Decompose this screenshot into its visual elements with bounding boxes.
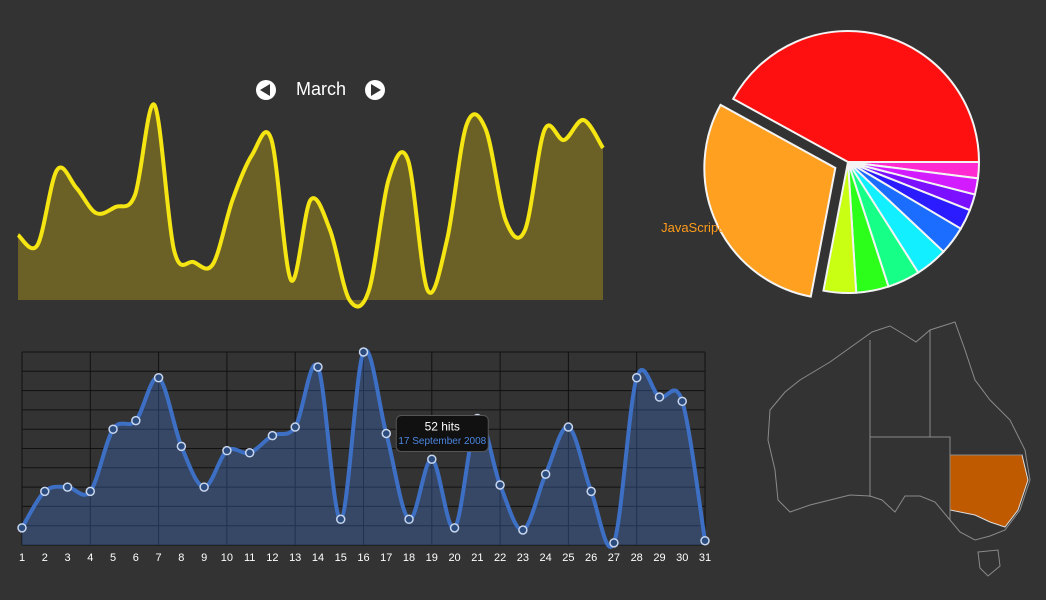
- point: [631, 372, 642, 383]
- point: [586, 486, 596, 497]
- x-tick-label: 12: [266, 552, 278, 564]
- x-tick-label: 28: [631, 552, 643, 564]
- x-tick-label: 15: [335, 552, 347, 564]
- point: [540, 469, 551, 479]
- x-tick-label: 25: [562, 552, 574, 564]
- point: [563, 422, 574, 432]
- x-tick-label: 21: [471, 552, 483, 564]
- point: [222, 445, 232, 456]
- point: [244, 448, 255, 458]
- point: [153, 372, 164, 383]
- tooltip-box: [395, 414, 489, 452]
- point: [381, 428, 392, 439]
- x-tick-label: 29: [653, 552, 665, 564]
- x-tick-label: 30: [676, 552, 688, 564]
- map: [767, 321, 1031, 577]
- x-tick-label: 26: [585, 552, 597, 564]
- x-tick-label: 8: [178, 552, 184, 564]
- x-tick-label: 2: [42, 552, 48, 564]
- x-tick-label: 23: [517, 552, 529, 564]
- australia-outline: [767, 321, 1031, 541]
- point: [199, 482, 209, 492]
- tooltip-subtitle: 17 September 2008: [398, 436, 486, 447]
- point: [108, 424, 118, 434]
- point: [700, 535, 710, 546]
- point: [17, 523, 27, 533]
- point: [131, 415, 141, 426]
- tasmania: [977, 549, 1001, 577]
- month-next[interactable]: [365, 80, 385, 100]
- x-tick-label: 27: [608, 552, 620, 564]
- x-tick-label: 22: [494, 552, 506, 564]
- x-tick-label: 6: [133, 552, 139, 564]
- point: [85, 486, 96, 497]
- point: [335, 514, 346, 525]
- x-tick-label: 10: [221, 552, 233, 564]
- x-tick-label: 7: [156, 552, 162, 564]
- x-tick-label: 31: [699, 552, 711, 564]
- pie-slice: [703, 103, 837, 298]
- point: [267, 430, 278, 441]
- pie-label: JavaScript: [661, 220, 722, 235]
- state-borders: [869, 330, 1022, 520]
- point: [449, 523, 460, 533]
- x-tick-label: 9: [201, 552, 207, 564]
- x-tick-label: 1: [19, 552, 25, 564]
- x-tick-label: 5: [110, 552, 116, 564]
- x-tick-label: 4: [87, 552, 93, 564]
- x-tick-label: 16: [357, 552, 369, 564]
- nsw: [949, 454, 1029, 528]
- point: [495, 480, 505, 490]
- x-tick-label: 18: [403, 552, 415, 564]
- line-area: [22, 350, 705, 547]
- point: [518, 525, 528, 535]
- point: [176, 441, 187, 452]
- x-tick-label: 14: [312, 552, 324, 564]
- prev-arrow: [260, 84, 270, 96]
- point: [62, 482, 73, 492]
- area-line: [16, 102, 605, 309]
- x-tick-label: 3: [64, 552, 70, 564]
- x-tick-label: 24: [540, 552, 552, 564]
- month-prev[interactable]: [256, 80, 276, 100]
- next-arrow: [371, 84, 381, 96]
- month-label: March: [296, 79, 346, 99]
- point: [677, 396, 687, 407]
- line: [20, 348, 707, 549]
- point: [358, 347, 369, 357]
- area-fill: [18, 104, 603, 307]
- point: [654, 392, 665, 402]
- point: [313, 362, 323, 372]
- x-tick-label: 13: [289, 552, 301, 564]
- point: [40, 486, 50, 497]
- tooltip-title: 52 hits: [425, 420, 460, 434]
- point: [404, 514, 414, 525]
- pie-slice: [822, 161, 858, 295]
- pie-slice: [731, 30, 981, 163]
- point: [427, 454, 437, 464]
- x-tick-label: 11: [244, 552, 255, 564]
- x-tick-label: 20: [448, 552, 460, 564]
- point: [609, 538, 619, 548]
- x-tick-label: 17: [380, 552, 392, 564]
- x-tick-label: 19: [426, 552, 438, 564]
- point: [290, 422, 300, 432]
